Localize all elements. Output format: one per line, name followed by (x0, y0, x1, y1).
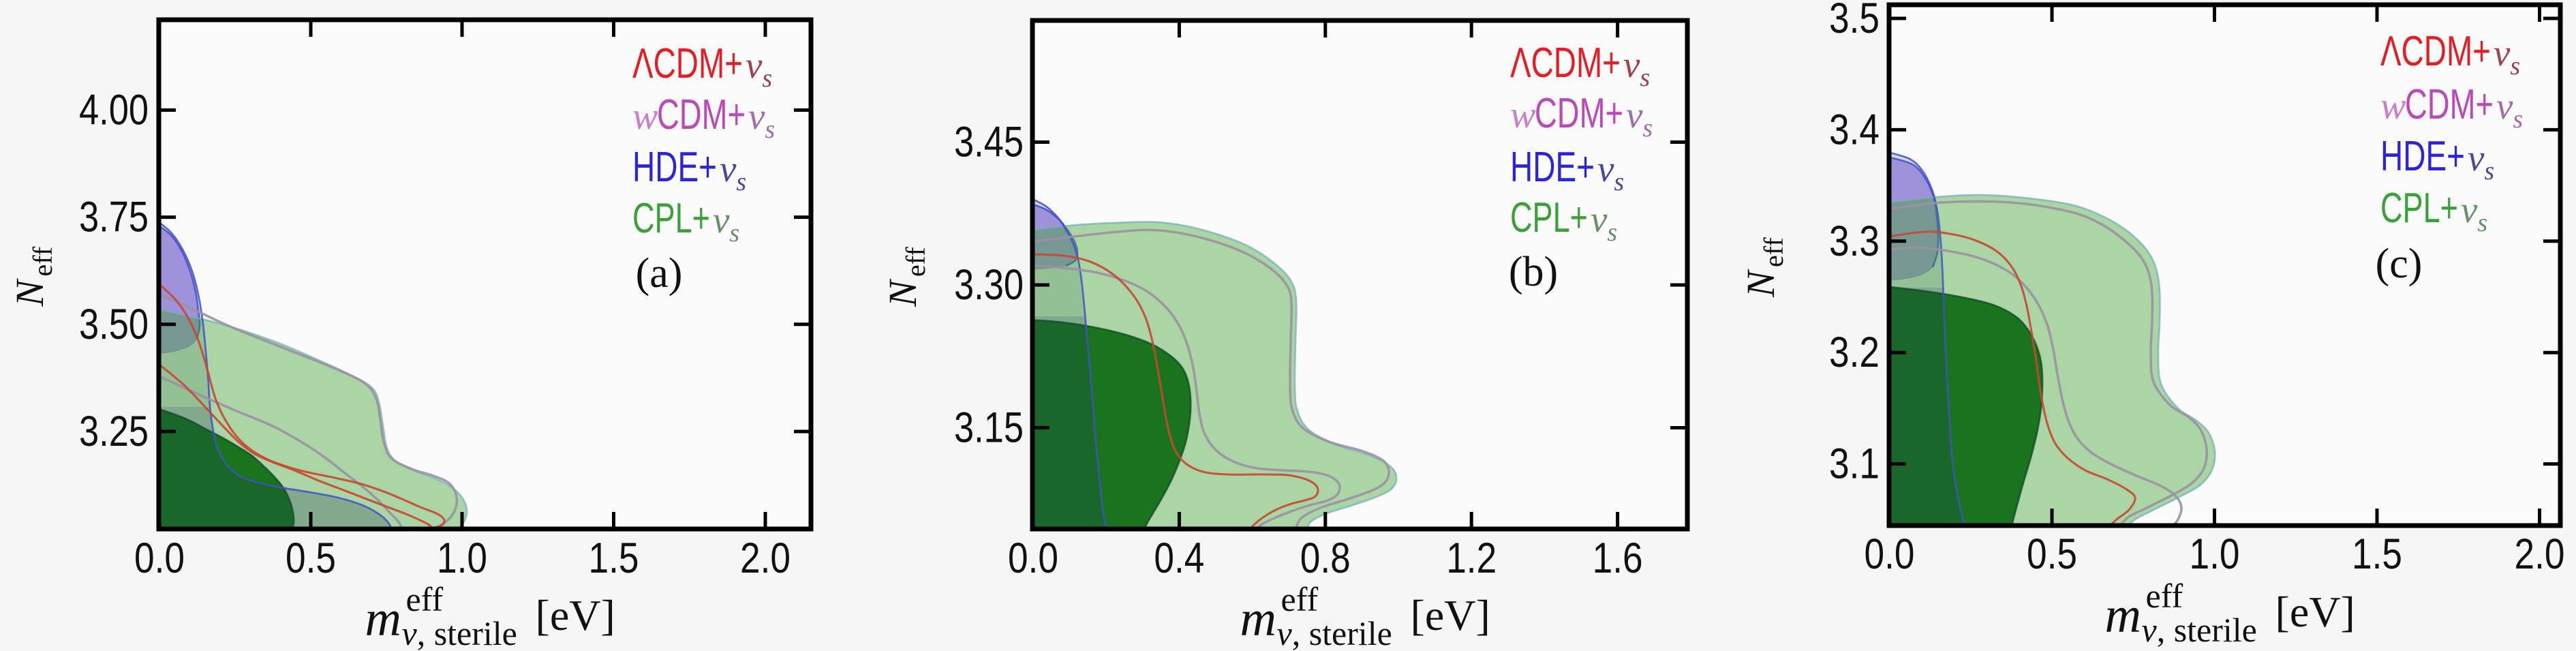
svg-text:νs: νs (1597, 148, 1624, 196)
svg-text:0.0: 0.0 (1865, 530, 1915, 578)
svg-text:CDM+: CDM+ (1535, 90, 1623, 137)
svg-text:1.0: 1.0 (2190, 530, 2240, 578)
svg-text:HDE+: HDE+ (2380, 133, 2465, 180)
svg-text:eff: eff (406, 580, 444, 618)
svg-text:N: N (880, 278, 925, 307)
svg-text:N: N (7, 278, 52, 307)
svg-text:3.1: 3.1 (1829, 440, 1880, 488)
svg-text:1.5: 1.5 (589, 534, 639, 582)
svg-text:CDM+: CDM+ (2405, 81, 2494, 128)
svg-text:ΛCDM+: ΛCDM+ (2380, 28, 2491, 75)
svg-text:HDE+: HDE+ (1510, 144, 1595, 191)
svg-text:0.5: 0.5 (286, 534, 336, 582)
svg-text:eff: eff (27, 246, 58, 276)
svg-text:3.25: 3.25 (79, 408, 149, 455)
svg-text:[eV]: [eV] (536, 591, 615, 639)
svg-text:2.0: 2.0 (2515, 530, 2565, 578)
svg-text:w: w (1510, 94, 1535, 136)
svg-text:νs: νs (713, 199, 739, 247)
svg-text:3.3: 3.3 (1829, 217, 1880, 265)
svg-text:1.0: 1.0 (437, 534, 487, 582)
svg-text:w: w (2380, 85, 2406, 127)
svg-text:eff: eff (1758, 237, 1789, 267)
svg-text:eff: eff (1281, 580, 1319, 618)
svg-text:ΛCDM+: ΛCDM+ (632, 40, 743, 87)
svg-text:w: w (632, 95, 658, 138)
svg-text:3.50: 3.50 (79, 301, 149, 348)
svg-text:eff: eff (900, 247, 931, 277)
svg-text:3.75: 3.75 (79, 194, 149, 241)
svg-text:m: m (1240, 591, 1276, 647)
svg-text:1.6: 1.6 (1593, 534, 1643, 582)
svg-text:CDM+: CDM+ (657, 91, 746, 138)
svg-text:0.0: 0.0 (1008, 534, 1058, 582)
svg-text:ν, sterile: ν, sterile (402, 614, 517, 651)
svg-text:0.0: 0.0 (134, 534, 185, 582)
svg-text:3.4: 3.4 (1829, 106, 1880, 153)
svg-text:1.2: 1.2 (1446, 534, 1497, 582)
svg-text:(a): (a) (636, 250, 683, 297)
svg-text:[eV]: [eV] (1411, 591, 1490, 639)
svg-text:1.5: 1.5 (2352, 530, 2402, 578)
svg-text:m: m (2105, 588, 2141, 644)
svg-text:νs: νs (2496, 85, 2523, 134)
svg-text:CPL+: CPL+ (2380, 185, 2458, 232)
svg-text:N: N (1738, 269, 1783, 298)
svg-text:4.00: 4.00 (79, 87, 149, 134)
svg-text:3.15: 3.15 (954, 404, 1024, 452)
svg-text:3.30: 3.30 (954, 261, 1024, 309)
svg-text:CPL+: CPL+ (632, 195, 710, 242)
svg-text:0.5: 0.5 (2027, 530, 2077, 578)
svg-text:HDE+: HDE+ (632, 144, 717, 191)
svg-text:(b): (b) (1509, 249, 1558, 295)
svg-text:(c): (c) (2376, 241, 2423, 287)
svg-text:2.0: 2.0 (740, 534, 791, 582)
svg-text:0.4: 0.4 (1154, 534, 1204, 582)
svg-text:eff: eff (2146, 577, 2183, 615)
svg-text:CPL+: CPL+ (1510, 194, 1588, 241)
svg-text:ν, sterile: ν, sterile (1277, 614, 1392, 651)
svg-text:m: m (365, 591, 401, 647)
svg-text:0.8: 0.8 (1300, 534, 1351, 582)
svg-text:ν, sterile: ν, sterile (2142, 611, 2257, 649)
svg-text:3.2: 3.2 (1829, 329, 1880, 376)
svg-text:3.45: 3.45 (954, 119, 1024, 166)
svg-text:3.5: 3.5 (1829, 0, 1880, 42)
svg-text:[eV]: [eV] (2275, 588, 2355, 636)
svg-text:ΛCDM+: ΛCDM+ (1510, 40, 1621, 87)
